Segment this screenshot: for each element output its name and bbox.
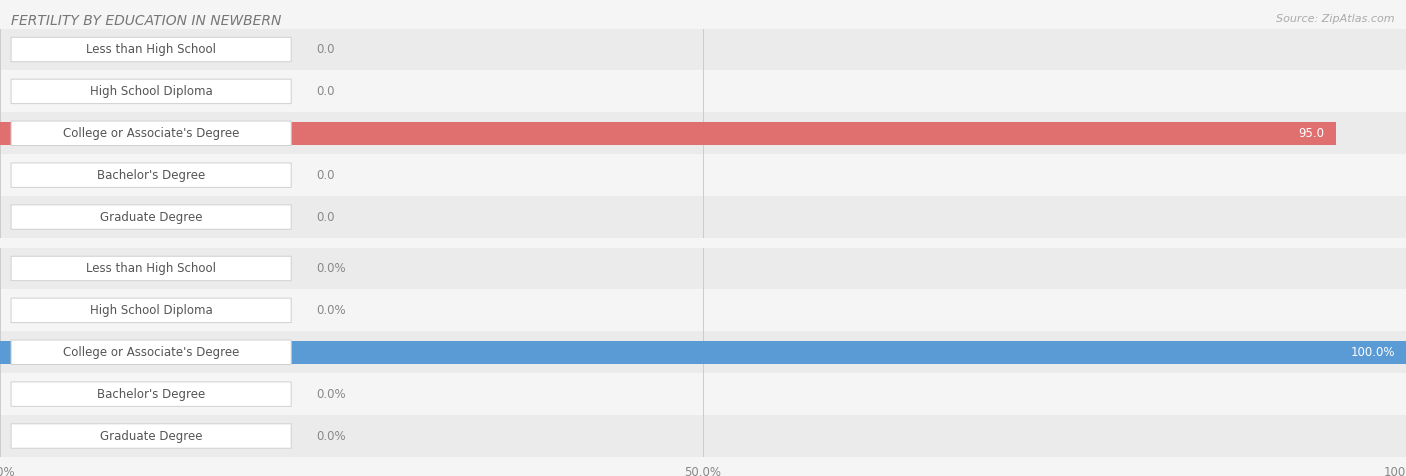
FancyBboxPatch shape xyxy=(11,37,291,62)
Text: 0.0%: 0.0% xyxy=(316,387,346,401)
Text: Bachelor's Degree: Bachelor's Degree xyxy=(97,387,205,401)
Bar xyxy=(0,196,1406,238)
Text: 0.0: 0.0 xyxy=(316,210,335,224)
Bar xyxy=(0,341,1406,364)
Text: 0.0%: 0.0% xyxy=(316,429,346,443)
Bar xyxy=(0,29,1406,70)
Text: 0.0%: 0.0% xyxy=(316,262,346,275)
Text: Graduate Degree: Graduate Degree xyxy=(100,210,202,224)
FancyBboxPatch shape xyxy=(11,256,291,281)
Text: Source: ZipAtlas.com: Source: ZipAtlas.com xyxy=(1277,14,1395,24)
FancyBboxPatch shape xyxy=(11,121,291,146)
Bar xyxy=(0,415,1406,457)
Text: 0.0: 0.0 xyxy=(316,43,335,56)
Text: College or Associate's Degree: College or Associate's Degree xyxy=(63,127,239,140)
Text: Graduate Degree: Graduate Degree xyxy=(100,429,202,443)
FancyBboxPatch shape xyxy=(11,79,291,104)
Text: Less than High School: Less than High School xyxy=(86,262,217,275)
Bar xyxy=(0,289,1406,331)
Bar xyxy=(0,331,1406,373)
Text: High School Diploma: High School Diploma xyxy=(90,85,212,98)
Text: 0.0: 0.0 xyxy=(316,85,335,98)
Text: FERTILITY BY EDUCATION IN NEWBERN: FERTILITY BY EDUCATION IN NEWBERN xyxy=(11,14,281,28)
FancyBboxPatch shape xyxy=(11,163,291,188)
Bar xyxy=(0,112,1406,154)
FancyBboxPatch shape xyxy=(11,340,291,365)
Text: 0.0%: 0.0% xyxy=(316,304,346,317)
Bar xyxy=(0,248,1406,289)
Text: 0.0: 0.0 xyxy=(316,169,335,182)
Text: 100.0%: 100.0% xyxy=(1350,346,1395,359)
Bar xyxy=(0,70,1406,112)
Text: Less than High School: Less than High School xyxy=(86,43,217,56)
Bar xyxy=(0,154,1406,196)
Text: College or Associate's Degree: College or Associate's Degree xyxy=(63,346,239,359)
FancyBboxPatch shape xyxy=(11,382,291,407)
FancyBboxPatch shape xyxy=(11,298,291,323)
FancyBboxPatch shape xyxy=(11,424,291,448)
Bar xyxy=(0,122,1336,145)
Bar xyxy=(0,373,1406,415)
Text: 95.0: 95.0 xyxy=(1299,127,1324,140)
FancyBboxPatch shape xyxy=(11,205,291,229)
Text: Bachelor's Degree: Bachelor's Degree xyxy=(97,169,205,182)
Text: High School Diploma: High School Diploma xyxy=(90,304,212,317)
